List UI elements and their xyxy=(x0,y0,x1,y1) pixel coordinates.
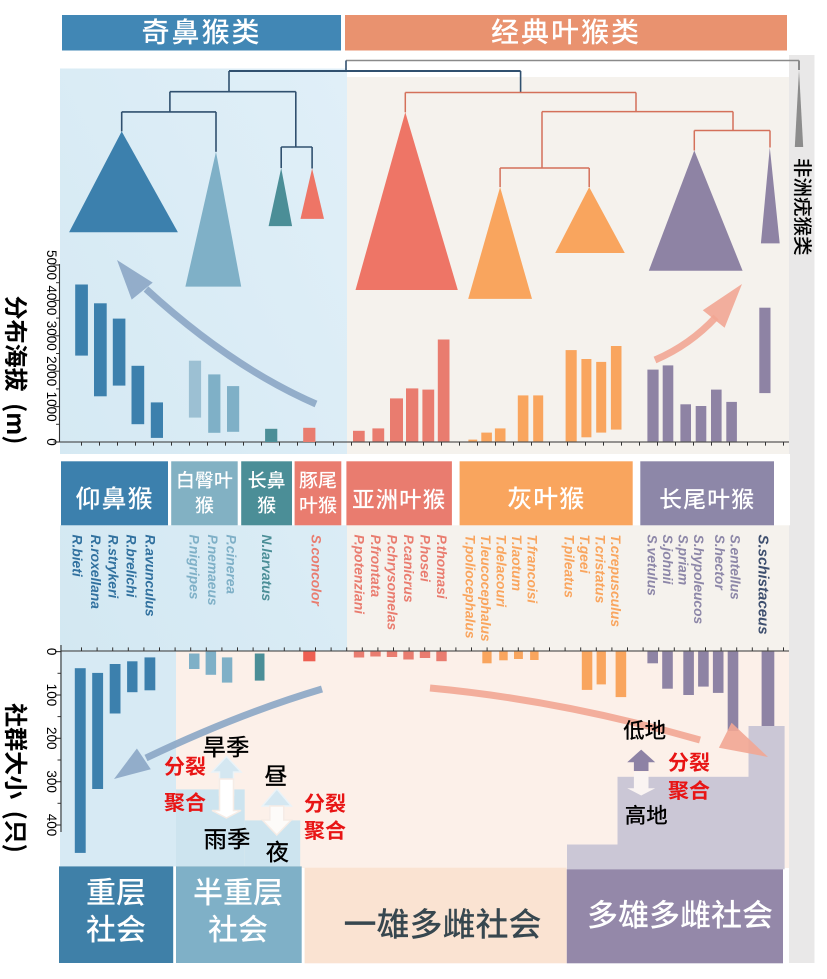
svg-text:2000: 2000 xyxy=(44,356,59,386)
svg-text:T.laotum: T.laotum xyxy=(509,535,524,591)
svg-text:200: 200 xyxy=(44,727,59,750)
svg-text:R.bieti: R.bieti xyxy=(70,535,85,578)
svg-text:P.canicrus: P.canicrus xyxy=(401,535,416,603)
svg-text:T.francoisi: T.francoisi xyxy=(525,535,540,605)
svg-text:P.potenziani: P.potenziani xyxy=(352,535,367,616)
svg-text:T.geei: T.geei xyxy=(577,535,592,575)
svg-text:R.strykeri: R.strykeri xyxy=(106,535,121,600)
svg-text:100: 100 xyxy=(44,684,59,707)
svg-text:R.roxellana: R.roxellana xyxy=(88,535,103,610)
svg-text:S.schistaceus: S.schistaceus xyxy=(755,535,772,635)
svg-text:0: 0 xyxy=(44,648,59,656)
svg-text:P.chrysomelas: P.chrysomelas xyxy=(385,535,400,631)
svg-text:N.larvatus: N.larvatus xyxy=(259,535,274,602)
svg-text:T.cristatus: T.cristatus xyxy=(593,535,608,604)
svg-text:T.leucocephalus: T.leucocephalus xyxy=(478,535,493,642)
svg-text:R.brelichi: R.brelichi xyxy=(123,535,138,599)
svg-text:5000: 5000 xyxy=(44,250,59,280)
svg-text:300: 300 xyxy=(44,770,59,793)
svg-text:S.priam: S.priam xyxy=(676,535,691,586)
svg-text:S.entellus: S.entellus xyxy=(728,535,743,600)
svg-text:T.pileatus: T.pileatus xyxy=(562,535,577,599)
svg-text:3000: 3000 xyxy=(44,321,59,351)
svg-text:P.thomasi: P.thomasi xyxy=(434,535,449,600)
svg-text:S.johnii: S.johnii xyxy=(660,535,675,586)
svg-text:S.concolor: S.concolor xyxy=(309,535,324,607)
svg-text:400: 400 xyxy=(44,814,59,837)
svg-text:P.cinerea: P.cinerea xyxy=(224,535,239,595)
svg-text:0: 0 xyxy=(44,438,59,446)
svg-text:S.vetulus: S.vetulus xyxy=(645,535,660,597)
svg-text:R.avunculus: R.avunculus xyxy=(142,535,157,617)
svg-text:T.delacouri: T.delacouri xyxy=(494,535,509,609)
svg-text:S.hector: S.hector xyxy=(712,535,727,591)
svg-text:P.nigripes: P.nigripes xyxy=(187,535,202,600)
svg-text:P.frontata: P.frontata xyxy=(368,535,383,598)
svg-text:4000: 4000 xyxy=(44,285,59,315)
svg-text:P.hosei: P.hosei xyxy=(418,535,433,583)
svg-text:P.nemaeus: P.nemaeus xyxy=(205,535,220,606)
svg-text:T.poliocephalus: T.poliocephalus xyxy=(463,535,478,639)
svg-text:S.hypoleucos: S.hypoleucos xyxy=(691,535,706,625)
svg-text:1000: 1000 xyxy=(44,392,59,422)
svg-text:T.crepusculus: T.crepusculus xyxy=(608,535,623,628)
